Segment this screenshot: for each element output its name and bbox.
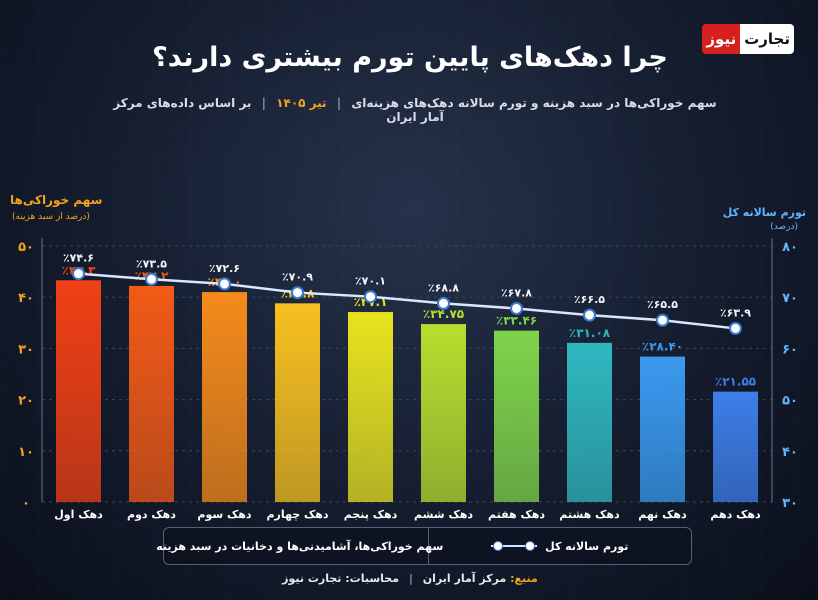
bar	[640, 356, 685, 502]
line-point	[145, 272, 158, 286]
category-label: دهک چهارم	[266, 508, 328, 521]
line-value-label: ٪۷۰.۱	[355, 275, 386, 288]
left-tick-label: ۳۰	[18, 342, 34, 357]
line-value-label: ٪۷۰.۹	[282, 271, 313, 284]
right-tick-label: ۷۰	[782, 291, 798, 306]
line-value-label: ٪۷۲.۶	[209, 262, 240, 275]
logo-text-2: نیوز	[702, 24, 741, 54]
subtitle-date: تیر ۱۴۰۵	[276, 96, 327, 110]
right-axis-title: تورم سالانه کل	[722, 206, 806, 219]
line-swatch-icon	[491, 539, 538, 553]
bar	[494, 330, 539, 502]
category-label: دهک دهم	[710, 508, 761, 521]
left-axis-subtitle: (درصد از سبد هزینه)	[12, 212, 90, 222]
line-point	[437, 296, 450, 310]
left-tick-label: ۲۰	[18, 394, 34, 409]
line-value-label: ٪۶۳.۹	[720, 306, 751, 319]
line-value-label: ٪۷۴.۶	[63, 252, 94, 265]
left-axis-title: سهم خوراکی‌ها	[10, 193, 103, 207]
bar	[713, 391, 758, 502]
source-separator: |	[408, 572, 413, 585]
category-label: دهک سوم	[197, 508, 251, 521]
calc-value: تجارت نیوز	[282, 572, 342, 585]
source-note: منبع: مرکز آمار ایران | محاسبات: تجارت ن…	[200, 572, 620, 585]
category-label: دهک پنجم	[344, 508, 398, 521]
left-tick-label: ۰	[22, 496, 30, 511]
category-label: دهک هفتم	[488, 508, 545, 521]
bar-value-label: ٪۳۱.۰۸	[569, 326, 611, 340]
line-point	[218, 277, 231, 291]
bar-value-label: ٪۲۸.۴۰	[642, 340, 683, 354]
legend-item-line: تورم سالانه کل	[429, 539, 692, 553]
bar	[348, 312, 393, 502]
legend-bar-label: سهم خوراکی‌ها، آشامیدنی‌ها و دخانیات در …	[156, 539, 444, 553]
legend-line-label: تورم سالانه کل	[545, 539, 629, 553]
line-value-label: ٪۶۸.۸	[428, 281, 459, 294]
bar-value-label: ٪۳۳.۴۶	[496, 314, 537, 328]
source-key: منبع:	[510, 572, 538, 585]
bar	[56, 280, 101, 502]
category-label: دهک اول	[54, 508, 103, 521]
left-tick-label: ۴۰	[18, 291, 34, 306]
line-value-label: ٪۶۶.۵	[574, 293, 605, 306]
category-label: دهک دوم	[127, 508, 176, 521]
bar-value-label: ٪۲۱.۵۵	[715, 375, 756, 389]
bar	[275, 303, 320, 502]
bar	[567, 342, 612, 502]
subtitle-separator: |	[336, 96, 342, 110]
line-point	[656, 313, 669, 327]
source-value: مرکز آمار ایران	[422, 572, 507, 585]
right-tick-label: ۵۰	[782, 394, 798, 409]
legend-item-bars: سهم خوراکی‌ها، آشامیدنی‌ها و دخانیات در …	[156, 528, 443, 564]
line-point	[291, 286, 304, 300]
inflation-line	[78, 272, 736, 330]
line-point	[364, 290, 377, 304]
logo-text-1: تجارت	[740, 24, 794, 54]
calc-key: محاسبات:	[345, 572, 400, 585]
chart-title: چرا دهک‌های پایین تورم بیشتری دارند؟	[152, 42, 668, 73]
chart-subtitle: سهم خوراکی‌ها در سبد هزینه و تورم سالانه…	[100, 96, 730, 124]
category-label: دهک ششم	[414, 508, 473, 521]
right-tick-label: ۳۰	[782, 496, 798, 511]
bar	[129, 285, 174, 502]
category-label: دهک هشتم	[559, 508, 620, 521]
subtitle-source-note: بر اساس داده‌های مرکز آمار ایران	[113, 96, 444, 124]
line-value-label: ٪۶۷.۸	[501, 286, 532, 299]
bar	[202, 292, 247, 502]
line-point	[72, 267, 85, 281]
right-tick-label: ۶۰	[782, 342, 798, 357]
legend: تورم سالانه کل سهم خوراکی‌ها، آشامیدنی‌ه…	[156, 527, 692, 565]
bar	[421, 324, 466, 502]
right-tick-label: ۸۰	[782, 240, 798, 255]
left-tick-label: ۵۰	[18, 240, 34, 255]
line-point	[583, 308, 596, 322]
line-value-label: ٪۶۵.۵	[647, 298, 678, 311]
subtitle-separator: |	[261, 96, 267, 110]
line-value-label: ٪۷۳.۵	[136, 257, 167, 270]
brand-logo: تجارت نیوز	[702, 24, 794, 54]
bar-value-label: ٪۳۴.۷۵	[423, 307, 464, 321]
right-axis-subtitle: (درصد)	[770, 222, 798, 232]
left-tick-label: ۱۰	[18, 445, 34, 460]
line-point	[729, 321, 742, 335]
right-tick-label: ۴۰	[782, 445, 798, 460]
line-point	[510, 301, 523, 315]
subtitle-main: سهم خوراکی‌ها در سبد هزینه و تورم سالانه…	[351, 96, 717, 110]
category-label: دهک نهم	[638, 508, 687, 521]
